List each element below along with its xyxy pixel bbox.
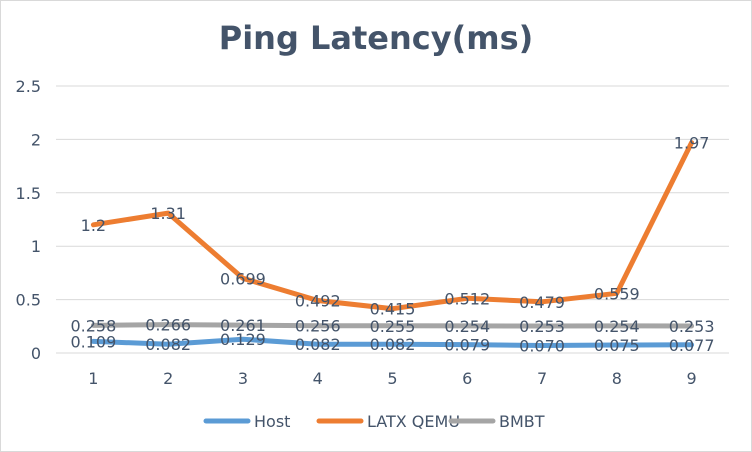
data-label: 0.479 [519, 293, 565, 312]
legend-label: BMBT [499, 412, 545, 431]
x-tick-label: 8 [612, 369, 622, 388]
data-label: 0.077 [669, 336, 715, 355]
x-tick-label: 4 [313, 369, 323, 388]
data-labels: 0.109 0.082 0.129 0.082 0.082 0.079 0.070 0.075… [70, 134, 714, 356]
data-label: 0.082 [370, 335, 416, 354]
y-tick-label: 0.5 [16, 291, 41, 310]
x-tick-label: 3 [238, 369, 248, 388]
y-tick-label: 2 [31, 130, 41, 149]
series-line-host [90, 336, 695, 348]
data-label: 0.109 [70, 332, 116, 351]
data-label: 0.070 [519, 337, 565, 356]
data-label: 1.2 [81, 216, 106, 235]
data-label: 0.253 [519, 317, 565, 336]
data-label: 1.97 [674, 134, 710, 153]
data-label: 0.492 [295, 291, 341, 310]
x-tick-label: 7 [537, 369, 547, 388]
gridlines [56, 85, 729, 354]
data-label: 0.254 [594, 317, 640, 336]
series-lines [90, 140, 695, 348]
y-tick-label: 1 [31, 237, 41, 256]
data-label: 0.258 [70, 316, 116, 335]
series-line-bmbt [90, 322, 695, 329]
x-tick-label: 9 [687, 369, 697, 388]
y-tick-label: 2.5 [16, 77, 41, 96]
data-label: 0.254 [444, 317, 490, 336]
series-line-latx-qemu [90, 140, 695, 312]
y-tick-label: 0 [31, 344, 41, 363]
data-label: 0.266 [145, 316, 191, 335]
x-tick-label: 1 [88, 369, 98, 388]
y-tick-label: 1.5 [16, 184, 41, 203]
data-label: 0.075 [594, 336, 640, 355]
data-label: 0.255 [370, 317, 416, 336]
data-label: 0.512 [444, 289, 490, 308]
x-tick-label: 5 [387, 369, 397, 388]
legend: Host LATX QEMU BMBT [203, 412, 545, 431]
data-label: 0.082 [295, 335, 341, 354]
x-tick-label: 6 [462, 369, 472, 388]
data-label: 0.256 [295, 317, 341, 336]
data-label: 0.261 [220, 316, 266, 335]
data-label: 0.415 [370, 300, 416, 319]
data-label: 0.082 [145, 335, 191, 354]
chart-title: Ping Latency(ms) [219, 19, 533, 57]
data-label: 1.31 [150, 204, 186, 223]
data-label: 0.253 [669, 317, 715, 336]
data-label: 0.699 [220, 269, 266, 288]
x-tick-label: 2 [163, 369, 173, 388]
legend-label: Host [254, 412, 290, 431]
y-axis-ticks: 0 0.5 1 1.5 2 2.5 [16, 77, 41, 363]
legend-label: LATX QEMU [367, 412, 460, 431]
x-axis-ticks: 1 2 3 4 5 6 7 8 9 [88, 369, 696, 388]
data-label: 0.079 [444, 336, 490, 355]
data-label: 0.559 [594, 284, 640, 303]
data-label: 0.129 [220, 330, 266, 349]
